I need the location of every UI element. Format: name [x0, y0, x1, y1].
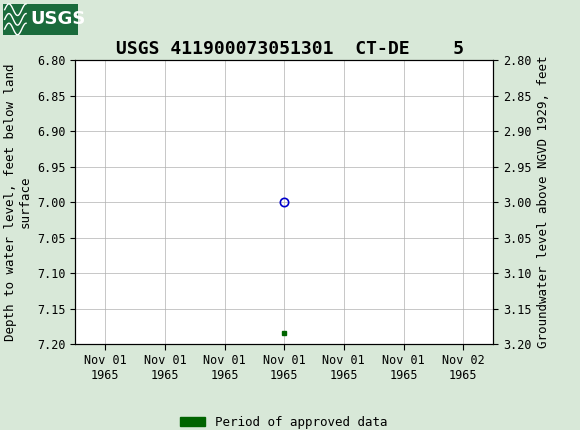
Text: USGS: USGS: [30, 10, 85, 28]
Y-axis label: Groundwater level above NGVD 1929, feet: Groundwater level above NGVD 1929, feet: [536, 56, 550, 348]
FancyBboxPatch shape: [3, 4, 78, 35]
Legend: Period of approved data: Period of approved data: [176, 411, 393, 430]
Y-axis label: Depth to water level, feet below land
surface: Depth to water level, feet below land su…: [3, 63, 32, 341]
Text: USGS 411900073051301  CT-DE    5: USGS 411900073051301 CT-DE 5: [116, 40, 464, 58]
